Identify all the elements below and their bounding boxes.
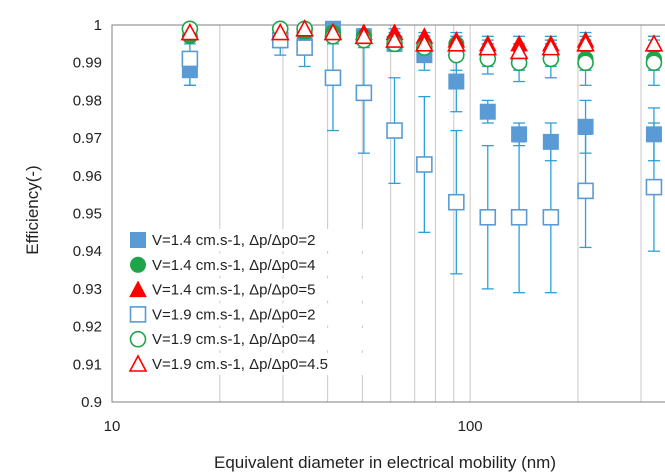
- data-point-series-4: [577, 182, 594, 200]
- legend-marker: [130, 256, 146, 273]
- data-point-series-6: [415, 34, 434, 52]
- data-point-series-6: [270, 22, 290, 41]
- data-point-series-6: [478, 37, 498, 56]
- data-point-series-6: [446, 34, 466, 52]
- data-point-series-6: [385, 30, 404, 48]
- y-tick-label: 0.94: [73, 243, 102, 260]
- y-tick-label: 0.98: [73, 92, 102, 109]
- data-point-series-4: [479, 208, 497, 226]
- data-point-series-4: [542, 208, 560, 226]
- data-point-series-6: [295, 19, 314, 37]
- legend-label: V=1.9 cm.s-1, Δp/Δp0=2: [152, 306, 315, 323]
- legend: V=1.4 cm.s-1, Δp/Δp0=2 V=1.4 cm.s-1, Δp/Δ…: [124, 229, 382, 375]
- data-point-series-4: [510, 208, 528, 226]
- legend-entry: V=1.9 cm.s-1, Δp/Δp0=4.5: [124, 353, 382, 375]
- y-tick-label: 0.9: [81, 394, 102, 411]
- data-point-series-1: [511, 126, 528, 143]
- legend-entry-bg: [124, 253, 382, 276]
- legend-entry-bg: [124, 303, 382, 326]
- legend-marker: [130, 232, 146, 248]
- data-point-series-6: [644, 34, 664, 52]
- y-tick-label: 0.92: [73, 319, 102, 336]
- data-point-series-6: [323, 22, 343, 41]
- legend-marker: [129, 330, 147, 348]
- legend-entry-bg: [124, 278, 382, 301]
- x-tick-label: 10: [104, 418, 121, 435]
- data-point-series-4: [645, 178, 663, 196]
- y-tick-label: 0.96: [73, 168, 102, 185]
- legend-entry: V=1.9 cm.s-1, Δp/Δp0=4: [124, 328, 382, 351]
- legend-marker: [128, 354, 148, 372]
- y-tick-label: 0.99: [73, 55, 102, 72]
- data-point-series-4: [355, 84, 373, 102]
- legend-entry-bg: [124, 229, 382, 251]
- x-axis-title: Equivalent diameter in electrical mobili…: [214, 453, 556, 472]
- legend-marker: [129, 280, 147, 298]
- legend-entry: V=1.4 cm.s-1, Δp/Δp0=4: [124, 253, 382, 276]
- data-point-series-6: [576, 34, 595, 52]
- legend-label: V=1.9 cm.s-1, Δp/Δp0=4: [152, 331, 315, 348]
- data-point-series-6: [354, 26, 374, 45]
- x-axis-ticks: 10 100: [104, 418, 483, 435]
- legend-label: V=1.4 cm.s-1, Δp/Δp0=5: [152, 282, 315, 299]
- data-point-series-4: [181, 50, 199, 68]
- y-axis-ticks: 0.9 0.91 0.92 0.93 0.94 0.95 0.96 0.97 0.98 0.99 1: [73, 17, 102, 411]
- data-point-series-5: [645, 54, 663, 72]
- data-point-series-6: [541, 37, 561, 56]
- plot-area-border: [111, 24, 665, 403]
- legend-entry: V=1.4 cm.s-1, Δp/Δp0=5: [124, 278, 382, 301]
- data-point-series-4: [386, 122, 403, 139]
- data-point-series-4: [448, 193, 465, 211]
- data-points: [180, 19, 664, 226]
- data-point-series-1: [542, 133, 559, 150]
- legend-entry-bg: [124, 353, 382, 375]
- legend-label: V=1.9 cm.s-1, Δp/Δp0=4.5: [152, 356, 328, 373]
- data-point-series-6: [509, 41, 529, 60]
- data-point-series-5: [577, 54, 594, 72]
- y-tick-label: 0.93: [73, 281, 102, 298]
- data-point-series-4: [324, 69, 342, 87]
- y-axis-title: Efficiency(-): [23, 165, 42, 254]
- legend-entry: V=1.9 cm.s-1, Δp/Δp0=2: [124, 303, 382, 326]
- y-tick-label: 0.97: [73, 130, 102, 147]
- legend-label: V=1.4 cm.s-1, Δp/Δp0=2: [152, 232, 315, 249]
- data-point-series-1: [577, 118, 594, 135]
- legend-entry: V=1.4 cm.s-1, Δp/Δp0=2: [124, 229, 382, 251]
- legend-marker: [129, 306, 147, 323]
- legend-label: V=1.4 cm.s-1, Δp/Δp0=4: [152, 257, 315, 274]
- y-tick-label: 0.95: [73, 206, 102, 223]
- data-point-series-1: [645, 126, 662, 143]
- data-point-series-6: [180, 22, 200, 41]
- data-point-series-1: [448, 73, 465, 90]
- legend-entry-bg: [124, 328, 382, 351]
- data-point-series-4: [416, 156, 433, 173]
- x-tick-label: 100: [458, 418, 483, 435]
- data-point-series-4: [296, 39, 313, 56]
- data-point-series-1: [479, 103, 496, 120]
- y-tick-label: 1: [94, 17, 102, 34]
- y-tick-label: 0.91: [73, 356, 102, 373]
